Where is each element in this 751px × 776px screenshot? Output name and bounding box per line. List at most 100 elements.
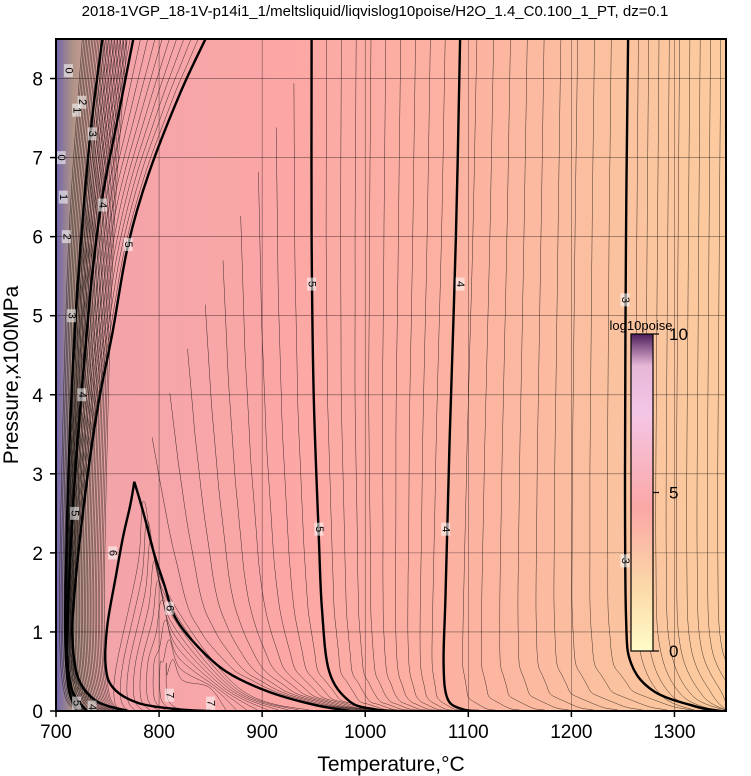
minor-contour (152, 619, 249, 711)
minor-contour (665, 39, 726, 711)
minor-contour (382, 39, 438, 711)
x-tick-label: 900 (246, 722, 278, 743)
minor-contour (480, 39, 528, 711)
contour-label: 1 (57, 190, 69, 204)
major-contour-4 (65, 39, 135, 711)
y-tick-label: 3 (32, 465, 43, 486)
minor-contour (717, 39, 726, 662)
minor-contour (133, 560, 281, 711)
y-axis: 0 1 2 3 4 5 6 7 8 (32, 70, 56, 723)
minor-contour (607, 39, 697, 711)
minor-contour (686, 39, 726, 710)
x-tick-label: 800 (143, 722, 175, 743)
y-tick-label: 5 (32, 307, 43, 328)
minor-contour (258, 171, 383, 711)
contour-label-text: 5 (69, 510, 81, 516)
contour-label-text: 4 (454, 281, 466, 287)
colorbar-label: log10poise (610, 318, 673, 333)
contour-label-text: 5 (313, 526, 325, 532)
x-tick-label: 700 (40, 722, 72, 743)
contour-label-text: 2 (76, 99, 88, 105)
contour-label-text: 3 (619, 297, 631, 303)
minor-contour (205, 304, 369, 711)
contour-label-bg (307, 277, 317, 291)
y-tick-label: 4 (32, 386, 43, 407)
minor-contour (517, 39, 576, 711)
y-axis-label: Pressure,x100MPa (0, 285, 23, 464)
contour-label-text: 3 (619, 558, 631, 564)
major-contour-5 (71, 39, 207, 711)
contour-label-text: 7 (205, 700, 217, 706)
chart-title: 2018-1VGP_18-1V-p14i1_1/meltsliquid/liqv… (82, 3, 669, 20)
contour-label-bg (63, 64, 73, 78)
contour-label: 5 (69, 506, 81, 520)
colorbar-tick-label: 10 (669, 325, 688, 344)
y-tick-label: 7 (32, 149, 43, 170)
contour-label-text: 6 (163, 605, 175, 611)
minor-contour (146, 600, 260, 711)
contour-label-text: 4 (86, 704, 98, 710)
minor-contour (395, 39, 446, 711)
contour-label-text: 4 (96, 202, 108, 208)
contour-label-bg (164, 601, 174, 615)
colorbar-tick-label: 5 (669, 484, 678, 503)
major-contour-4 (442, 39, 479, 711)
contour-label-text: 7 (163, 692, 175, 698)
contour-label-bg (87, 700, 97, 711)
contour-label: 6 (163, 601, 175, 615)
minor-contour (676, 39, 726, 711)
contour-label: 5 (122, 238, 134, 252)
minor-contour (462, 39, 503, 711)
contour-label: 7 (205, 696, 217, 710)
contour-label-text: 5 (306, 281, 318, 287)
contour-label-bg (97, 198, 107, 212)
minor-contour (431, 39, 471, 711)
contour-label: 1 (71, 103, 83, 117)
contour-label: 7 (163, 688, 175, 702)
plot-frame (55, 38, 727, 712)
minor-contour (655, 39, 718, 711)
y-tick-label: 8 (32, 70, 43, 91)
contour-label: 3 (619, 293, 631, 307)
x-tick-label: 1000 (344, 722, 386, 743)
contour-label-bg (58, 190, 68, 204)
minor-contour (589, 39, 673, 711)
contour-label-bg (620, 554, 630, 568)
contour-label-bg (455, 277, 465, 291)
minor-contour (535, 39, 600, 711)
minor-contour (340, 39, 413, 711)
contour-label: 4 (86, 700, 98, 711)
major-contour-3 (623, 39, 722, 711)
major-contour-6 (133, 481, 351, 711)
contour-label-bg (72, 696, 82, 710)
contour-label: 3 (86, 127, 98, 141)
contour-label-text: 4 (440, 526, 452, 532)
minor-contour (368, 39, 430, 711)
minor-contour (499, 39, 552, 711)
contour-label: 5 (306, 277, 318, 291)
x-tick-label: 1100 (448, 722, 489, 743)
minor-contour (419, 39, 463, 711)
minor-contour (169, 393, 360, 711)
colorbar-tick-label: 0 (669, 642, 678, 661)
minor-contour (571, 39, 649, 711)
y-tick-label: 6 (32, 228, 43, 249)
x-tick-label: 1300 (653, 722, 695, 743)
minor-contour (325, 39, 405, 711)
minor-contour (126, 540, 292, 711)
y-tick-label: 2 (32, 544, 43, 565)
contour-label: 5 (71, 696, 83, 710)
minor-contour (222, 260, 374, 711)
minor-contour (139, 580, 271, 711)
contour-label: 5 (313, 522, 325, 536)
contour-label-text: 3 (86, 131, 98, 137)
contour-label-text: 5 (71, 700, 83, 706)
minor-contour (696, 39, 726, 705)
minor-contour (187, 348, 364, 711)
contour-label-bg (314, 522, 324, 536)
contour-label-text: 1 (57, 194, 69, 200)
minor-contour (553, 39, 625, 711)
contour-label-bg (70, 506, 80, 520)
